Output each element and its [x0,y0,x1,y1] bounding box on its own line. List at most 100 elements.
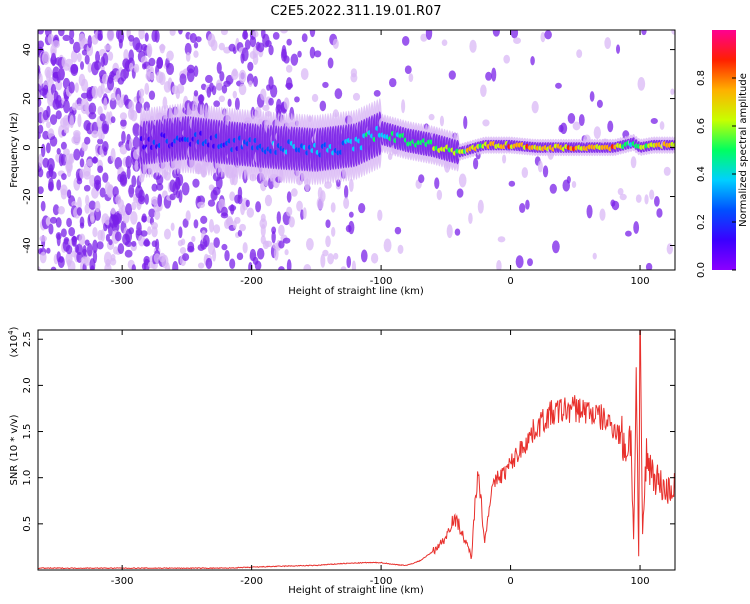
spectrogram-cell [576,49,583,58]
spectrogram-cell [596,99,603,108]
spectrogram-cell [649,189,655,200]
spectrogram-cell [43,51,49,63]
spectrogram-cell [205,74,213,84]
spectrogram-cell [401,35,410,46]
spectrogram-cell [132,136,141,150]
spectrogram-cell [66,217,72,228]
spectrogram-cell [283,55,290,64]
spectrogram-cell [616,44,621,54]
spectrogram-cell [272,31,280,40]
spectrogram-x-axis-label: Height of straight line (km) [288,286,424,297]
spectrogram-cell [592,252,597,260]
spectrogram-cell [86,243,93,257]
spectrogram-cell [154,30,160,43]
spectrogram-cell [322,249,329,257]
spectrogram-cell [666,243,673,255]
spectrogram-cell [425,30,433,40]
spectrogram-cell [348,211,354,218]
colorbar-ticks: 0.0 0.2 0.4 0.6 0.8 [696,70,736,278]
spectrogram-cell [49,216,58,224]
spectrogram-cell [225,217,234,227]
spectrogram-cell [244,39,251,50]
spectrogram-cell [38,40,45,49]
spectrogram-cell [301,33,308,43]
spectrogram-cell [604,37,611,50]
spectrogram-cell [155,238,160,251]
spectrogram-cell [656,208,663,218]
spectrogram-cell [397,244,404,254]
spectrogram-cell [525,199,530,210]
spectrogram-cell [630,156,637,169]
spectrogram-cell [641,30,647,36]
spectrogram-cell [617,187,624,196]
spectrogram-cell [296,200,303,212]
spectrogram-cell [38,72,43,86]
spectrogram-cell [102,172,109,183]
spectrogram-cell [284,249,289,256]
spectrogram-cell [566,176,571,184]
spectrogram-cell [60,141,67,150]
colorbar-tick-label: 0.6 [696,118,707,134]
spectrogram-cell [107,184,114,197]
spectrogram-cell [128,49,134,62]
spectrogram-cell [439,115,445,127]
snr-y-tick-label: 1.5 [22,424,33,440]
spectrogram-cell [428,113,435,121]
spectrogram-cell [119,144,128,155]
spectrogram-cell [97,138,104,145]
spectrogram-cell [420,33,428,42]
colorbar-tick-label: 0.4 [696,166,707,182]
spectrogram-cell [38,30,44,35]
spectrogram-cell [63,127,70,134]
spectrogram-cell [286,206,293,217]
spectrogram-cell [131,264,136,270]
spectrogram-cell [268,44,274,56]
spectrogram-x-tick-label: -200 [240,276,263,287]
spectrogram-cell [97,105,103,116]
spectrogram-cell [302,207,307,220]
spectrogram-cell [108,239,113,246]
spectrogram-cell [144,82,150,95]
spectrogram-cell [193,41,199,49]
snr-y-tick-label: 2.5 [22,331,33,347]
spectrogram-cell [137,195,146,205]
spectrogram-cell [389,77,397,88]
spectrogram-cell [124,240,133,247]
spectrogram-cell [497,236,506,243]
spectrogram-cell [202,234,210,247]
spectrogram-cell [619,193,627,201]
snr-multiplier-exponent: 4 [7,330,15,335]
spectrogram-cell [263,179,269,187]
spectrogram-cell [135,101,143,114]
spectrogram-cell [102,52,109,66]
spectrogram-cell [671,30,675,35]
spectrogram-cell [151,222,158,230]
spectrogram-cell [286,259,292,270]
colorbar: 0.0 0.2 0.4 0.6 0.8 Normalized spectral ampl… [696,30,749,278]
spectrogram-cell [213,100,221,108]
spectrogram-cell [211,85,217,96]
spectrogram-cell [537,160,543,173]
spectrogram-cell [178,226,183,239]
spectrogram-cell [48,177,54,191]
spectrogram-x-tick-label: 0 [507,276,513,287]
spectrogram-cell [213,237,220,249]
spectrogram-y-tick-label: 0 [22,144,33,150]
spectrogram-cell [47,157,55,172]
spectrogram-cell [92,226,98,238]
spectrogram-cell [80,92,89,99]
spectrogram-cell [187,241,195,252]
spectrogram-cell [43,84,49,95]
spectrogram-cell [252,30,259,38]
spectrogram-cell [530,56,535,66]
spectrogram-cell [186,64,195,74]
spectrogram-cell [215,176,223,190]
spectrogram-cell [238,69,247,84]
spectrogram-cell [92,239,98,254]
snr-y-tick-label: 0.5 [22,516,33,532]
spectrogram-cell [469,39,477,53]
spectrogram-cell [220,212,229,219]
spectrogram-cell [50,171,57,180]
snr-plot-area [38,330,675,570]
